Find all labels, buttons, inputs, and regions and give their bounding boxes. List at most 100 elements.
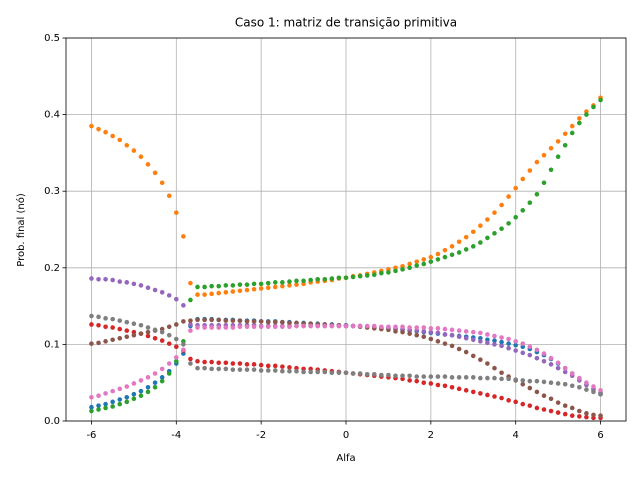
point	[527, 168, 533, 173]
point	[492, 338, 497, 343]
point	[442, 326, 448, 332]
point	[145, 375, 151, 380]
point	[485, 217, 490, 222]
point	[251, 281, 257, 287]
point	[357, 371, 363, 376]
point	[478, 375, 483, 381]
point	[280, 364, 285, 369]
point	[103, 129, 108, 135]
point	[124, 399, 130, 405]
point	[393, 324, 398, 330]
point	[513, 339, 518, 344]
point	[513, 185, 518, 191]
point	[209, 325, 214, 330]
point	[166, 361, 172, 366]
point	[541, 152, 547, 158]
point	[265, 285, 271, 291]
point	[442, 247, 448, 253]
point	[124, 334, 130, 340]
point	[485, 375, 490, 381]
point	[181, 319, 186, 324]
point	[181, 234, 186, 239]
point	[230, 289, 236, 294]
point	[237, 367, 243, 372]
point	[280, 324, 285, 330]
point	[272, 284, 278, 290]
point	[520, 208, 526, 213]
point	[301, 323, 306, 329]
point	[421, 257, 427, 262]
point	[280, 368, 285, 374]
point	[569, 130, 575, 136]
point	[449, 384, 455, 390]
point	[584, 112, 589, 117]
point	[520, 176, 526, 182]
point	[548, 380, 554, 386]
y-tick-label: 0.3	[44, 186, 60, 197]
point	[407, 378, 412, 383]
point	[584, 411, 589, 416]
point	[237, 282, 243, 287]
point	[251, 324, 257, 330]
point	[294, 368, 299, 374]
point	[577, 375, 582, 381]
point	[174, 344, 179, 349]
point	[591, 384, 596, 389]
point	[315, 323, 321, 329]
point	[371, 371, 377, 377]
point	[258, 319, 264, 324]
point	[89, 123, 94, 129]
point	[456, 346, 462, 352]
point	[117, 318, 123, 323]
y-tick-label: 0.0	[44, 416, 60, 427]
point	[202, 292, 207, 297]
point	[442, 332, 448, 337]
point	[470, 389, 476, 395]
point	[428, 259, 434, 264]
y-tick-label: 0.1	[44, 339, 60, 350]
point	[591, 389, 596, 395]
point	[124, 384, 130, 389]
point	[315, 369, 321, 375]
point	[449, 244, 455, 249]
point	[188, 322, 193, 327]
point	[541, 379, 547, 385]
point	[152, 327, 158, 333]
point	[272, 324, 278, 330]
point	[513, 342, 518, 348]
point	[421, 329, 427, 334]
point	[527, 403, 533, 408]
point	[478, 357, 483, 363]
point	[506, 398, 511, 403]
point	[152, 287, 158, 293]
point	[442, 374, 448, 379]
point	[138, 154, 144, 160]
point	[379, 372, 384, 378]
point	[435, 251, 441, 257]
point	[223, 360, 229, 366]
point	[577, 408, 582, 414]
point	[428, 374, 434, 379]
point	[96, 407, 101, 412]
point	[230, 283, 236, 288]
point	[555, 410, 561, 415]
point	[258, 324, 264, 330]
point	[117, 279, 123, 284]
point	[258, 281, 264, 287]
point	[301, 369, 306, 375]
point	[513, 399, 518, 405]
point	[152, 384, 158, 390]
point	[188, 318, 193, 323]
point	[435, 330, 441, 336]
point	[174, 336, 179, 342]
point	[308, 369, 313, 375]
point	[478, 223, 483, 228]
point	[145, 325, 151, 330]
point	[251, 362, 257, 367]
point	[428, 329, 434, 335]
point	[272, 368, 278, 373]
x-tick-label: -2	[256, 430, 266, 441]
point	[103, 276, 108, 282]
point	[237, 361, 243, 366]
